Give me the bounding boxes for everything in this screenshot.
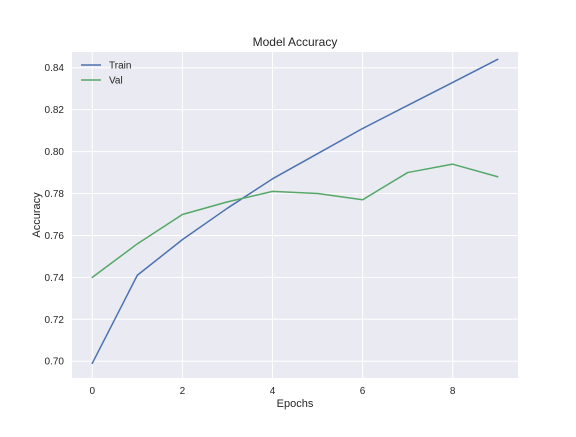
x-tick-labels: 0 2 4 6 8 [89,386,455,397]
x-tick-label: 8 [450,386,456,397]
y-tick-label: 0.72 [45,315,65,326]
y-tick-label: 0.84 [45,63,65,74]
x-tick-label: 2 [180,386,186,397]
x-tick-label: 6 [360,386,366,397]
plot-background [72,52,518,378]
y-axis-label: Accuracy [31,192,43,238]
chart-title: Model Accuracy [253,35,338,49]
series-line-train [91,58,499,365]
legend: Train Val [81,61,131,87]
legend-label-train: Train [109,61,131,72]
y-tick-labels: 0.70 0.72 0.74 0.76 0.78 0.80 0.82 0.84 [45,63,65,368]
y-tick-label: 0.74 [45,273,65,284]
series-lines [91,58,499,365]
x-tick-label: 0 [89,386,95,397]
x-tick-label: 4 [270,386,276,397]
series-line-val [91,163,499,279]
y-tick-label: 0.76 [45,231,65,242]
y-tick-label: 0.70 [45,357,65,368]
y-tick-label: 0.80 [45,147,65,158]
grid-lines [72,52,518,378]
y-tick-label: 0.78 [45,189,65,200]
x-axis-label: Epochs [277,398,314,410]
legend-label-val: Val [109,76,123,87]
y-tick-label: 0.82 [45,105,65,116]
